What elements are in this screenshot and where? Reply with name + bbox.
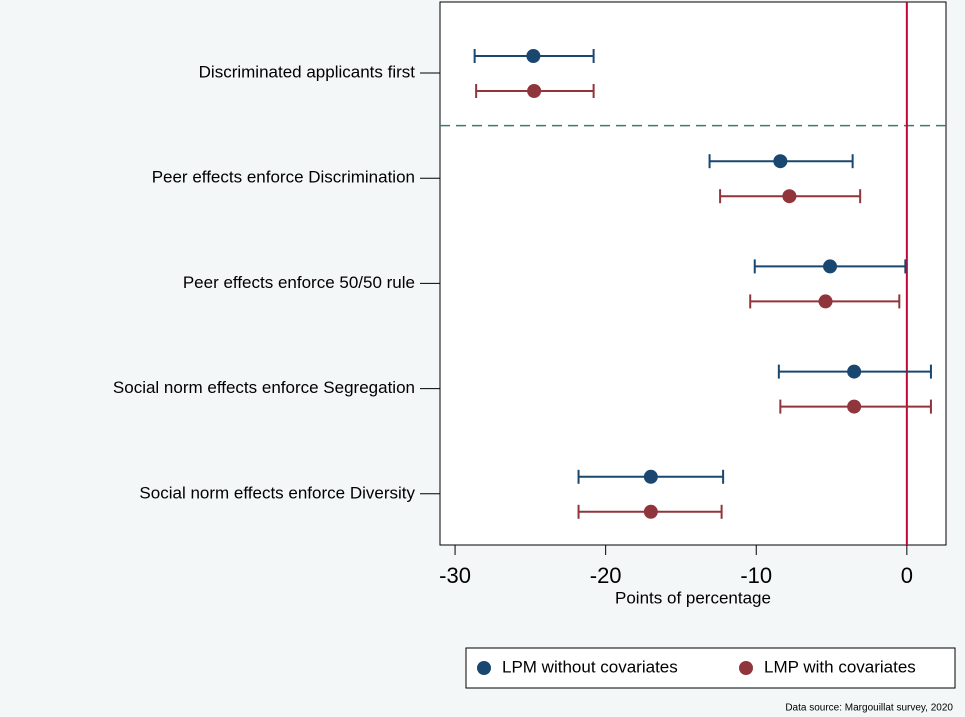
point — [847, 399, 862, 414]
x-axis-label: Points of percentage — [615, 588, 771, 607]
y-tick-label: Peer effects enforce Discrimination — [152, 168, 415, 187]
legend-marker — [477, 661, 491, 675]
point — [823, 259, 838, 274]
y-tick-label: Social norm effects enforce Diversity — [139, 483, 415, 502]
point — [527, 84, 542, 98]
point — [818, 294, 833, 309]
point — [526, 49, 541, 63]
point — [782, 189, 797, 204]
legend-label: LPM without covariates — [502, 657, 678, 676]
legend-label: LMP with covariates — [764, 657, 916, 676]
y-tick-label: Social norm effects enforce Segregation — [113, 378, 415, 397]
y-tick-label: Peer effects enforce 50/50 rule — [183, 273, 415, 292]
legend-box — [465, 647, 956, 689]
point — [643, 469, 658, 484]
source-note: Data source: Margouillat survey, 2020 — [785, 703, 953, 714]
y-tick-label: Discriminated applicants first — [199, 62, 416, 81]
x-tick-label: -20 — [590, 563, 622, 588]
x-tick-label: -30 — [439, 563, 471, 588]
point — [847, 364, 862, 379]
x-tick-label: 0 — [901, 563, 913, 588]
plot-area — [439, 1, 947, 546]
x-tick-label: -10 — [740, 563, 772, 588]
point — [643, 504, 658, 519]
point — [773, 154, 788, 169]
legend-marker — [739, 661, 753, 675]
